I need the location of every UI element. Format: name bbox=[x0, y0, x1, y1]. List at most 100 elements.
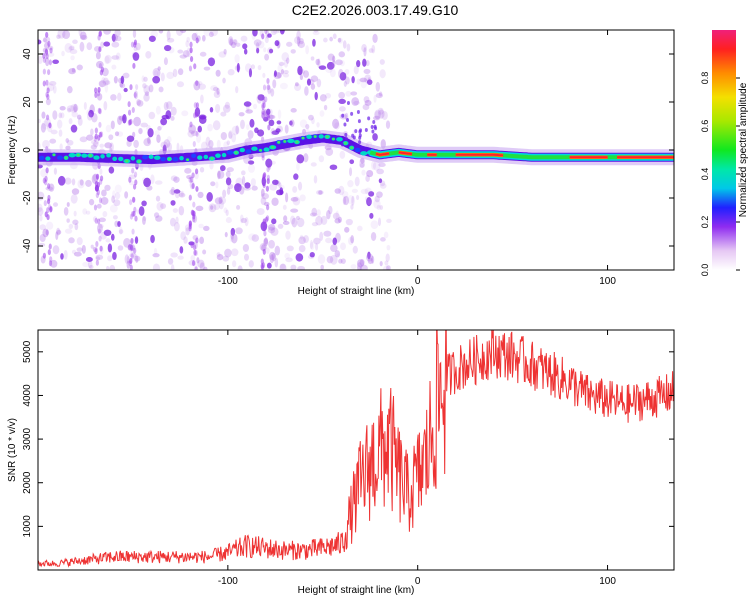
noise-blob bbox=[143, 76, 148, 82]
noise-blob bbox=[332, 59, 336, 69]
noise-blob bbox=[263, 47, 267, 53]
noise-blob bbox=[308, 114, 314, 121]
noise-streak bbox=[130, 238, 134, 245]
noise-blob bbox=[107, 255, 113, 262]
noise-blob bbox=[48, 183, 55, 192]
noise-blob bbox=[267, 85, 271, 95]
noise-blob bbox=[290, 108, 297, 113]
noise-streak bbox=[191, 172, 195, 179]
noise-blob bbox=[80, 34, 88, 41]
noise-blob bbox=[160, 118, 168, 126]
noise-blob bbox=[361, 44, 367, 53]
noise-blob bbox=[80, 31, 87, 40]
noise-blob bbox=[366, 169, 374, 178]
noise-blob bbox=[71, 249, 77, 254]
noise-blob bbox=[371, 255, 375, 264]
noise-blob bbox=[129, 252, 137, 258]
noise-blob bbox=[377, 107, 384, 115]
noise-blob bbox=[286, 57, 290, 64]
noise-blob bbox=[252, 30, 258, 37]
bottom-y-axis-label: SNR (10 * v/v) bbox=[7, 418, 18, 482]
noise-blob bbox=[90, 128, 94, 136]
noise-streak bbox=[47, 40, 51, 47]
noise-blob bbox=[142, 216, 147, 222]
noise-blob bbox=[351, 195, 355, 206]
noise-streak bbox=[94, 87, 98, 94]
ridge-peak bbox=[112, 156, 118, 161]
noise-blob bbox=[381, 110, 388, 120]
noise-streak bbox=[42, 57, 47, 64]
noise-blob bbox=[72, 39, 78, 44]
noise-blob bbox=[150, 234, 155, 244]
ridge-plume bbox=[352, 135, 356, 140]
noise-streak bbox=[46, 198, 51, 205]
noise-blob bbox=[382, 265, 390, 270]
ridge-peak bbox=[251, 146, 258, 151]
noise-blob bbox=[283, 215, 288, 222]
noise-blob bbox=[242, 243, 250, 253]
noise-blob bbox=[148, 84, 154, 93]
noise-blob bbox=[88, 264, 94, 269]
noise-blob bbox=[332, 237, 338, 246]
ridge-plume bbox=[340, 142, 344, 147]
noise-blob bbox=[222, 255, 230, 262]
noise-blob bbox=[70, 55, 75, 61]
noise-blob bbox=[339, 150, 346, 159]
noise-blob bbox=[318, 190, 323, 195]
noise-blob bbox=[147, 127, 154, 138]
ridge-peak bbox=[125, 159, 129, 163]
colorbar-label: Normalized spectral amplitude bbox=[738, 82, 749, 217]
noise-blob bbox=[290, 208, 299, 213]
noise-blob bbox=[326, 61, 335, 70]
noise-blob bbox=[363, 47, 367, 57]
noise-blob bbox=[166, 101, 173, 110]
noise-blob bbox=[177, 49, 184, 54]
noise-blob bbox=[118, 229, 124, 235]
noise-streak bbox=[262, 173, 266, 180]
noise-blob bbox=[160, 203, 167, 210]
noise-blob bbox=[312, 30, 320, 36]
noise-blob bbox=[102, 77, 109, 86]
ridge-peak bbox=[191, 153, 197, 158]
noise-blob bbox=[240, 217, 248, 224]
noise-blob bbox=[265, 247, 270, 254]
noise-blob bbox=[64, 42, 73, 53]
noise-blob bbox=[274, 40, 280, 47]
noise-streak bbox=[131, 228, 135, 235]
noise-blob bbox=[172, 68, 178, 78]
noise-blob bbox=[285, 257, 293, 263]
noise-blob bbox=[357, 265, 362, 270]
noise-blob bbox=[364, 196, 369, 202]
noise-blob bbox=[222, 189, 227, 198]
noise-blob bbox=[203, 66, 211, 71]
noise-blob bbox=[311, 222, 319, 227]
noise-blob bbox=[96, 203, 102, 209]
noise-blob bbox=[196, 257, 200, 264]
ridge-peak bbox=[160, 156, 167, 162]
noise-blob bbox=[103, 41, 111, 47]
noise-blob bbox=[179, 246, 184, 254]
bottom-y-tick-label: 4000 bbox=[22, 384, 33, 407]
noise-streak bbox=[45, 31, 49, 38]
noise-blob bbox=[98, 80, 107, 88]
noise-blob bbox=[45, 57, 50, 67]
noise-streak bbox=[97, 228, 102, 235]
ridge-peak bbox=[64, 156, 68, 160]
noise-streak bbox=[134, 179, 138, 186]
ridge-peak bbox=[186, 158, 190, 162]
noise-blob bbox=[198, 114, 207, 120]
noise-blob bbox=[104, 54, 112, 64]
noise-streak bbox=[264, 96, 268, 103]
noise-blob bbox=[247, 160, 255, 165]
noise-blob bbox=[253, 103, 258, 110]
noise-streak bbox=[99, 245, 103, 252]
colorbar-tick-label: 0.4 bbox=[700, 168, 710, 181]
noise-blob bbox=[267, 224, 276, 231]
noise-streak bbox=[193, 249, 197, 256]
noise-streak bbox=[260, 258, 264, 265]
noise-blob bbox=[360, 157, 365, 164]
noise-blob bbox=[197, 191, 204, 199]
noise-blob bbox=[203, 266, 208, 270]
noise-blob bbox=[76, 237, 83, 246]
noise-streak bbox=[96, 189, 100, 196]
